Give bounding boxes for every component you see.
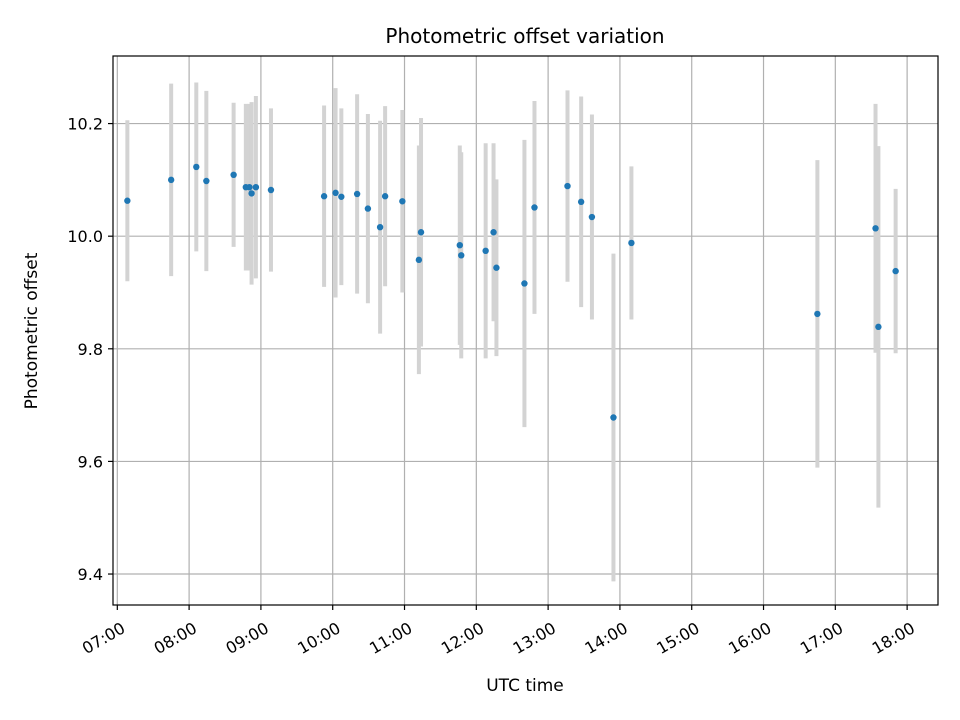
data-point xyxy=(267,186,275,194)
y-tick-label: 9.8 xyxy=(78,340,103,359)
data-point xyxy=(415,256,423,264)
data-point xyxy=(193,163,200,171)
y-tick-label: 9.6 xyxy=(78,452,103,471)
data-point xyxy=(610,414,617,421)
data-point xyxy=(521,280,528,287)
data-points xyxy=(124,163,899,421)
data-point xyxy=(417,229,425,236)
data-point xyxy=(332,189,339,197)
data-point xyxy=(338,193,345,200)
x-axis-title: UTC time xyxy=(486,676,564,696)
data-point xyxy=(875,323,882,331)
data-point xyxy=(376,223,384,231)
data-point xyxy=(872,225,879,232)
plot-frame xyxy=(112,55,939,606)
data-point xyxy=(458,252,465,259)
y-tick-label: 10.2 xyxy=(67,115,103,134)
data-point xyxy=(628,239,635,247)
data-point xyxy=(456,241,464,249)
data-point xyxy=(493,264,500,271)
y-axis-title: Photometric offset xyxy=(22,252,42,409)
data-point xyxy=(564,182,571,190)
data-point xyxy=(246,183,253,191)
data-point xyxy=(364,205,372,212)
data-point xyxy=(252,183,260,191)
data-point xyxy=(203,177,210,185)
data-point xyxy=(577,198,585,206)
data-point xyxy=(248,190,255,197)
data-point xyxy=(531,204,538,211)
data-point xyxy=(320,193,328,200)
data-point xyxy=(490,229,497,236)
data-point xyxy=(124,197,131,204)
data-point xyxy=(230,171,237,179)
data-point xyxy=(167,176,175,184)
data-point xyxy=(588,213,596,221)
data-point xyxy=(814,310,821,318)
chart-title: Photometric offset variation xyxy=(385,24,664,48)
data-point xyxy=(892,267,899,275)
data-point xyxy=(399,198,406,205)
data-point xyxy=(381,193,389,200)
y-tick-label: 9.4 xyxy=(78,565,103,584)
data-point xyxy=(482,247,489,255)
y-tick-label: 10.0 xyxy=(67,227,103,246)
data-point xyxy=(353,190,361,198)
